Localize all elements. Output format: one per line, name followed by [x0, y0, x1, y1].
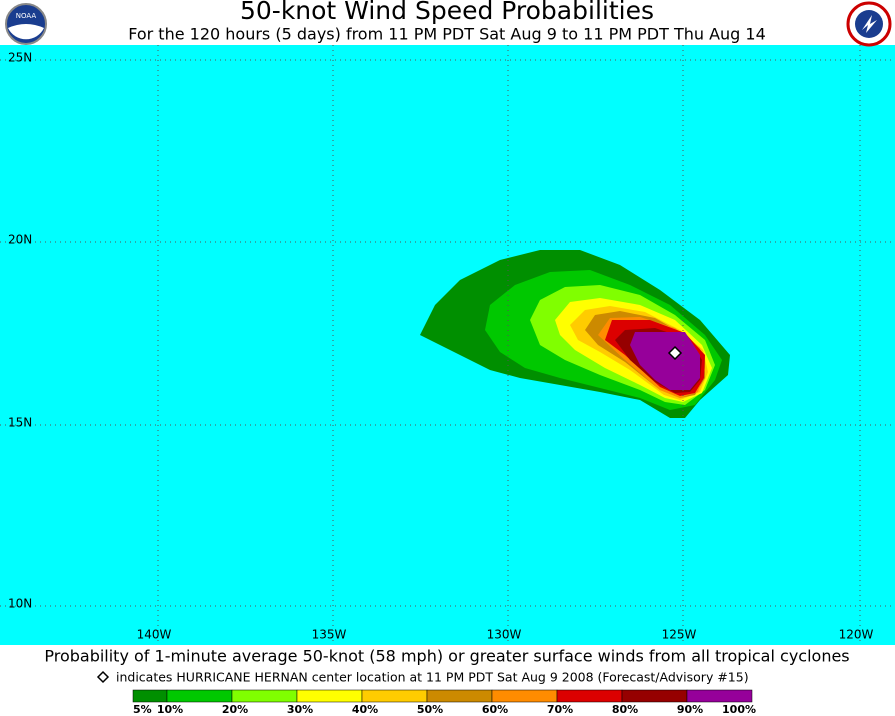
legend-label: 60%: [482, 703, 508, 716]
latitude-label: 10N: [8, 597, 32, 611]
probability-contours: [420, 250, 730, 418]
legend-label: 30%: [287, 703, 313, 716]
legend-label: 80%: [612, 703, 638, 716]
subtitle: For the 120 hours (5 days) from 11 PM PD…: [128, 25, 766, 44]
legend-swatch: [132, 689, 168, 703]
longitude-label: 125W: [662, 628, 697, 642]
graticule: 140W 135W 130W 125W 120W 25N 20N 15N 10N: [0, 45, 895, 645]
legend-label: 5%: [133, 703, 152, 716]
longitude-label: 140W: [137, 628, 172, 642]
legend-swatch: [621, 689, 688, 703]
legend-label: 90%: [677, 703, 703, 716]
nws-logo: [846, 1, 892, 47]
svg-text:NOAA: NOAA: [16, 12, 37, 20]
legend-swatch: [491, 689, 558, 703]
legend-label: 10%: [157, 703, 183, 716]
legend-diamond: [96, 670, 110, 684]
legend-swatch: [686, 689, 753, 703]
legend-swatch: [166, 689, 233, 703]
center-marker: [667, 345, 683, 361]
longitude-label: 135W: [312, 628, 347, 642]
legend-label: 100%: [722, 703, 756, 716]
legend-label: 50%: [417, 703, 443, 716]
legend-swatch: [231, 689, 298, 703]
noaa-logo: NOAA: [5, 3, 47, 45]
legend-swatch: [361, 689, 428, 703]
longitude-label: 120W: [839, 628, 874, 642]
legend-swatch: [556, 689, 623, 703]
legend-label: 20%: [222, 703, 248, 716]
longitude-label: 130W: [487, 628, 522, 642]
legend-swatch: [426, 689, 493, 703]
title: 50-knot Wind Speed Probabilities: [240, 0, 654, 25]
caption: Probability of 1-minute average 50-knot …: [44, 647, 849, 666]
legend-swatch: [296, 689, 363, 703]
latitude-label: 20N: [8, 233, 32, 247]
latitude-label: 25N: [8, 51, 32, 65]
note: indicates HURRICANE HERNAN center locati…: [116, 670, 749, 685]
legend-label: 40%: [352, 703, 378, 716]
legend-label: 70%: [547, 703, 573, 716]
legend: 5% 10% 20% 30% 40% 50% 60% 70% 80% 90% 100%: [132, 689, 756, 716]
latitude-label: 15N: [8, 416, 32, 430]
